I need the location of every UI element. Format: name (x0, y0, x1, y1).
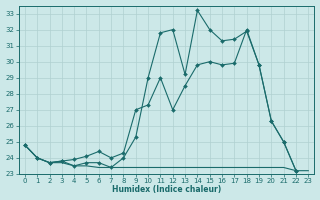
X-axis label: Humidex (Indice chaleur): Humidex (Indice chaleur) (112, 185, 221, 194)
